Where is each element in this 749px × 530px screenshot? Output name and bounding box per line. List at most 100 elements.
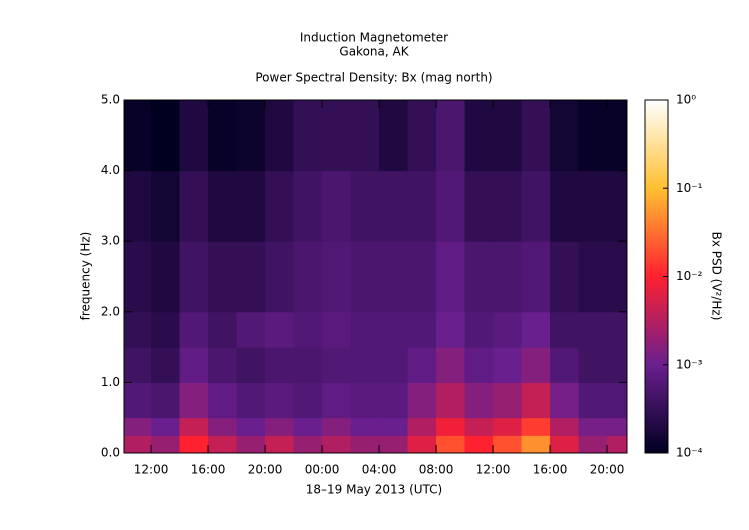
psd-cell (379, 311, 409, 348)
x-axis-label: 18–19 May 2013 (UTC) (306, 483, 442, 497)
psd-cell (124, 311, 152, 348)
psd-cell (550, 382, 580, 419)
psd-cell (521, 311, 551, 348)
psd-cell (236, 382, 266, 419)
psd-cell (493, 382, 523, 419)
psd-cell (464, 241, 494, 313)
psd-cell (607, 311, 627, 348)
x-tick-label: 12:00 (134, 463, 169, 477)
y-tick-label: 1.0 (101, 375, 120, 389)
colorbar-tick-label: 10⁰ (676, 93, 696, 107)
psd-cell (607, 382, 627, 419)
psd-cell (265, 170, 295, 242)
psd-cell (124, 241, 152, 313)
psd-cell (236, 241, 266, 313)
psd-cell (464, 170, 494, 242)
x-tick-label: 16:00 (191, 463, 226, 477)
psd-cell (124, 435, 152, 453)
psd-cell (151, 241, 181, 313)
psd-cell (493, 311, 523, 348)
y-tick-label: 4.0 (101, 163, 120, 177)
psd-cell (407, 241, 437, 313)
colorbar-tick-label: 10⁻¹ (676, 181, 703, 195)
psd-cell (407, 100, 437, 172)
psd-cell (124, 347, 152, 383)
psd-cell (436, 435, 466, 453)
psd-cell (407, 417, 437, 436)
psd-cell (379, 382, 409, 419)
psd-cell (464, 347, 494, 383)
psd-cell (265, 435, 295, 453)
psd-cell (578, 347, 608, 383)
spectrogram (124, 100, 627, 453)
psd-cell (208, 435, 238, 453)
psd-cell (407, 382, 437, 419)
psd-cell (578, 100, 608, 172)
y-tick-label: 5.0 (101, 93, 120, 107)
x-tick-label: 20:00 (590, 463, 625, 477)
colorbar-tick-label: 10⁻² (676, 269, 703, 283)
psd-cell (265, 417, 295, 436)
psd-cell (236, 311, 266, 348)
x-tick-label: 08:00 (419, 463, 454, 477)
psd-cell (607, 170, 627, 242)
psd-cell (350, 170, 380, 242)
psd-cell (407, 170, 437, 242)
psd-cell (379, 100, 409, 172)
psd-cell (179, 435, 209, 453)
psd-cell (550, 170, 580, 242)
psd-cell (208, 170, 238, 242)
psd-cell (607, 100, 627, 172)
psd-cell (578, 241, 608, 313)
psd-cell (124, 417, 152, 436)
plot-title: Power Spectral Density: Bx (mag north) (255, 71, 492, 85)
x-tick-label: 04:00 (362, 463, 397, 477)
psd-cell (436, 382, 466, 419)
psd-cell (151, 170, 181, 242)
psd-cell (493, 417, 523, 436)
colorbar-label: Bx PSD (V²/Hz) (710, 232, 724, 321)
psd-cell (578, 170, 608, 242)
psd-cell (293, 311, 323, 348)
psd-cell (179, 311, 209, 348)
psd-cell (322, 347, 352, 383)
y-tick-label: 0.0 (101, 446, 120, 460)
psd-cell (350, 347, 380, 383)
psd-cell (151, 417, 181, 436)
psd-cell (521, 100, 551, 172)
psd-cell (236, 170, 266, 242)
psd-cell (350, 100, 380, 172)
x-tick-label: 20:00 (248, 463, 283, 477)
psd-cell (322, 241, 352, 313)
psd-cell (550, 417, 580, 436)
x-tick-label: 16:00 (533, 463, 568, 477)
psd-cell (208, 311, 238, 348)
psd-cell (436, 311, 466, 348)
psd-cell (521, 241, 551, 313)
psd-cell (578, 435, 608, 453)
psd-cell (493, 100, 523, 172)
psd-cell (436, 417, 466, 436)
psd-cell (379, 435, 409, 453)
psd-cell (265, 100, 295, 172)
psd-cell (550, 435, 580, 453)
psd-cell (124, 382, 152, 419)
psd-cell (236, 100, 266, 172)
psd-cell (151, 435, 181, 453)
psd-cell (265, 311, 295, 348)
psd-cell (265, 241, 295, 313)
psd-cell (379, 417, 409, 436)
psd-cell (607, 435, 627, 453)
x-tick-label: 00:00 (305, 463, 340, 477)
psd-cell (436, 100, 466, 172)
psd-cell (436, 347, 466, 383)
psd-cell (208, 241, 238, 313)
psd-cell (179, 347, 209, 383)
psd-cell (521, 417, 551, 436)
psd-cell (521, 382, 551, 419)
psd-cell (151, 382, 181, 419)
y-tick-label: 3.0 (101, 234, 120, 248)
psd-cell (322, 435, 352, 453)
psd-cell (407, 311, 437, 348)
